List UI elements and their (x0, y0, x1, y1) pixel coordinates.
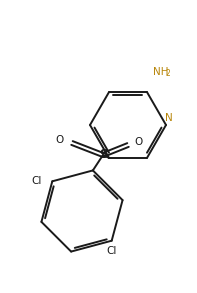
Text: 2: 2 (166, 69, 171, 79)
Text: NH: NH (153, 67, 168, 77)
Text: S: S (99, 149, 107, 161)
Text: Cl: Cl (31, 176, 42, 186)
Text: O: O (135, 137, 143, 147)
Text: Cl: Cl (107, 246, 117, 256)
Text: N: N (165, 113, 173, 123)
Text: O: O (56, 135, 64, 145)
